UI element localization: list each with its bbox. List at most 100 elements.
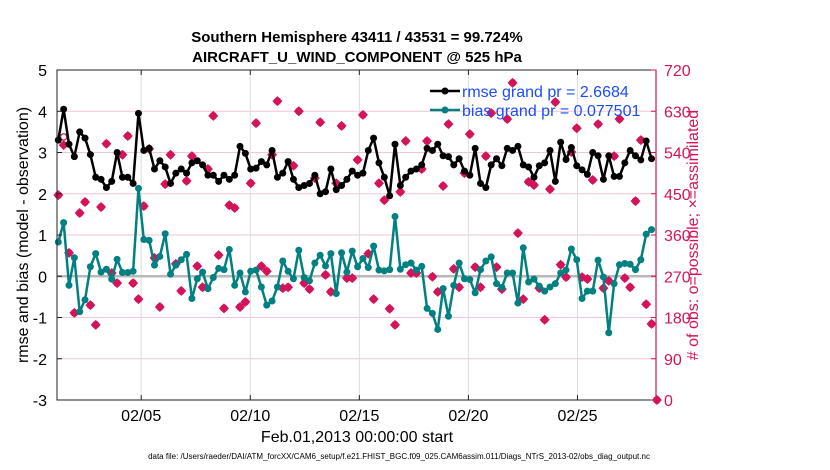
obs-assimilated-marker — [347, 273, 358, 284]
bias-point — [193, 275, 201, 283]
rmse-point — [541, 159, 549, 167]
bias-point — [322, 262, 330, 270]
x-tick-label: 02/10 — [230, 408, 270, 425]
bias-point — [113, 255, 121, 263]
bias-point — [108, 275, 116, 283]
bias-point — [268, 297, 276, 305]
bias-point — [300, 273, 308, 281]
obs-assimilated-marker — [582, 274, 593, 284]
obs-assimilated-marker — [438, 180, 449, 191]
rmse-point — [124, 173, 132, 181]
rmse-point — [140, 146, 148, 154]
rmse-point — [118, 173, 126, 181]
rmse-point — [455, 155, 463, 163]
rmse-point — [316, 190, 324, 198]
rmse-point — [412, 165, 420, 173]
bias-point — [370, 242, 378, 250]
bias-point — [359, 255, 367, 263]
bias-point — [354, 263, 362, 271]
bias-point — [546, 283, 554, 291]
y-right-tick-label: 450 — [664, 187, 691, 204]
bias-point — [102, 265, 110, 273]
y-right-tick-label: 720 — [664, 63, 691, 80]
bias-point — [199, 268, 207, 276]
obs-assimilated-marker — [651, 395, 662, 405]
obs-assimilated-marker — [85, 300, 96, 311]
obs-assimilated-marker — [74, 208, 85, 218]
rmse-point — [97, 175, 105, 183]
rmse-point — [338, 182, 346, 189]
bias-point — [578, 295, 586, 303]
obs-assimilated-marker — [251, 118, 262, 129]
rmse-point — [311, 171, 319, 179]
rmse-point — [402, 173, 410, 181]
bias-point — [477, 266, 485, 274]
obs-assimilated-marker — [128, 278, 139, 289]
bias-point — [594, 256, 602, 264]
rmse-point — [295, 184, 303, 192]
rmse-point — [648, 155, 656, 163]
bias-point — [599, 273, 607, 281]
rmse-point — [172, 169, 180, 177]
bias-point — [172, 261, 180, 269]
rmse-point — [428, 146, 436, 154]
obs-assimilated-marker — [240, 296, 251, 307]
rmse-point — [134, 109, 142, 117]
bias-point — [412, 266, 420, 274]
rmse-point — [305, 179, 313, 187]
bias-point — [648, 226, 656, 234]
rmse-point — [241, 149, 249, 157]
bias-point — [177, 256, 185, 264]
obs-assimilated-marker — [625, 282, 636, 293]
obs-assimilated-marker — [272, 96, 283, 107]
rmse-point — [631, 152, 639, 160]
obs-assimilated-marker — [544, 184, 555, 195]
bias-point — [60, 219, 68, 227]
bias-point — [97, 268, 105, 276]
rmse-point — [279, 169, 287, 177]
y-axis-label: rmse and bias (model - observation) — [15, 107, 32, 363]
y-tick-label: 4 — [38, 104, 47, 121]
rmse-point — [54, 136, 62, 144]
rmse-point — [145, 144, 153, 152]
bias-point — [257, 283, 265, 291]
bias-point — [151, 261, 159, 269]
bias-point — [396, 265, 404, 273]
bias-point — [209, 273, 217, 281]
rmse-point — [289, 175, 297, 183]
obs-assimilated-marker — [96, 202, 107, 213]
bias-point — [327, 250, 335, 258]
obs-assimilated-marker — [208, 110, 219, 121]
bias-point — [81, 296, 89, 304]
rmse-point — [493, 155, 501, 163]
rmse-point — [418, 161, 426, 169]
bias-point — [423, 304, 431, 312]
obs-assimilated-marker — [464, 129, 475, 140]
rmse-point — [332, 186, 340, 194]
obs-assimilated-marker — [486, 108, 497, 119]
legend-rmse-marker — [441, 87, 449, 95]
y-tick-label: 2 — [38, 187, 47, 204]
bias-point — [92, 250, 100, 258]
bias-point — [541, 287, 549, 295]
y-tick-label: -2 — [33, 352, 47, 369]
obs-assimilated-marker — [90, 319, 101, 330]
obs-assimilated-marker — [427, 271, 438, 282]
y-right-tick-label: 540 — [664, 146, 691, 163]
obs-assimilated-marker — [555, 259, 566, 270]
obs-assimilated-marker — [507, 77, 518, 88]
rmse-point — [252, 164, 260, 172]
rmse-point — [615, 172, 623, 180]
obs-assimilated-marker — [539, 314, 550, 325]
rmse-point — [204, 171, 212, 179]
bias-point — [231, 281, 239, 289]
rmse-point — [273, 173, 281, 181]
obs-assimilated-marker — [480, 151, 491, 162]
rmse-point — [129, 179, 137, 187]
bias-point — [204, 285, 212, 293]
bias-point — [54, 238, 62, 246]
rmse-point — [578, 166, 586, 174]
bias-point — [348, 247, 356, 255]
